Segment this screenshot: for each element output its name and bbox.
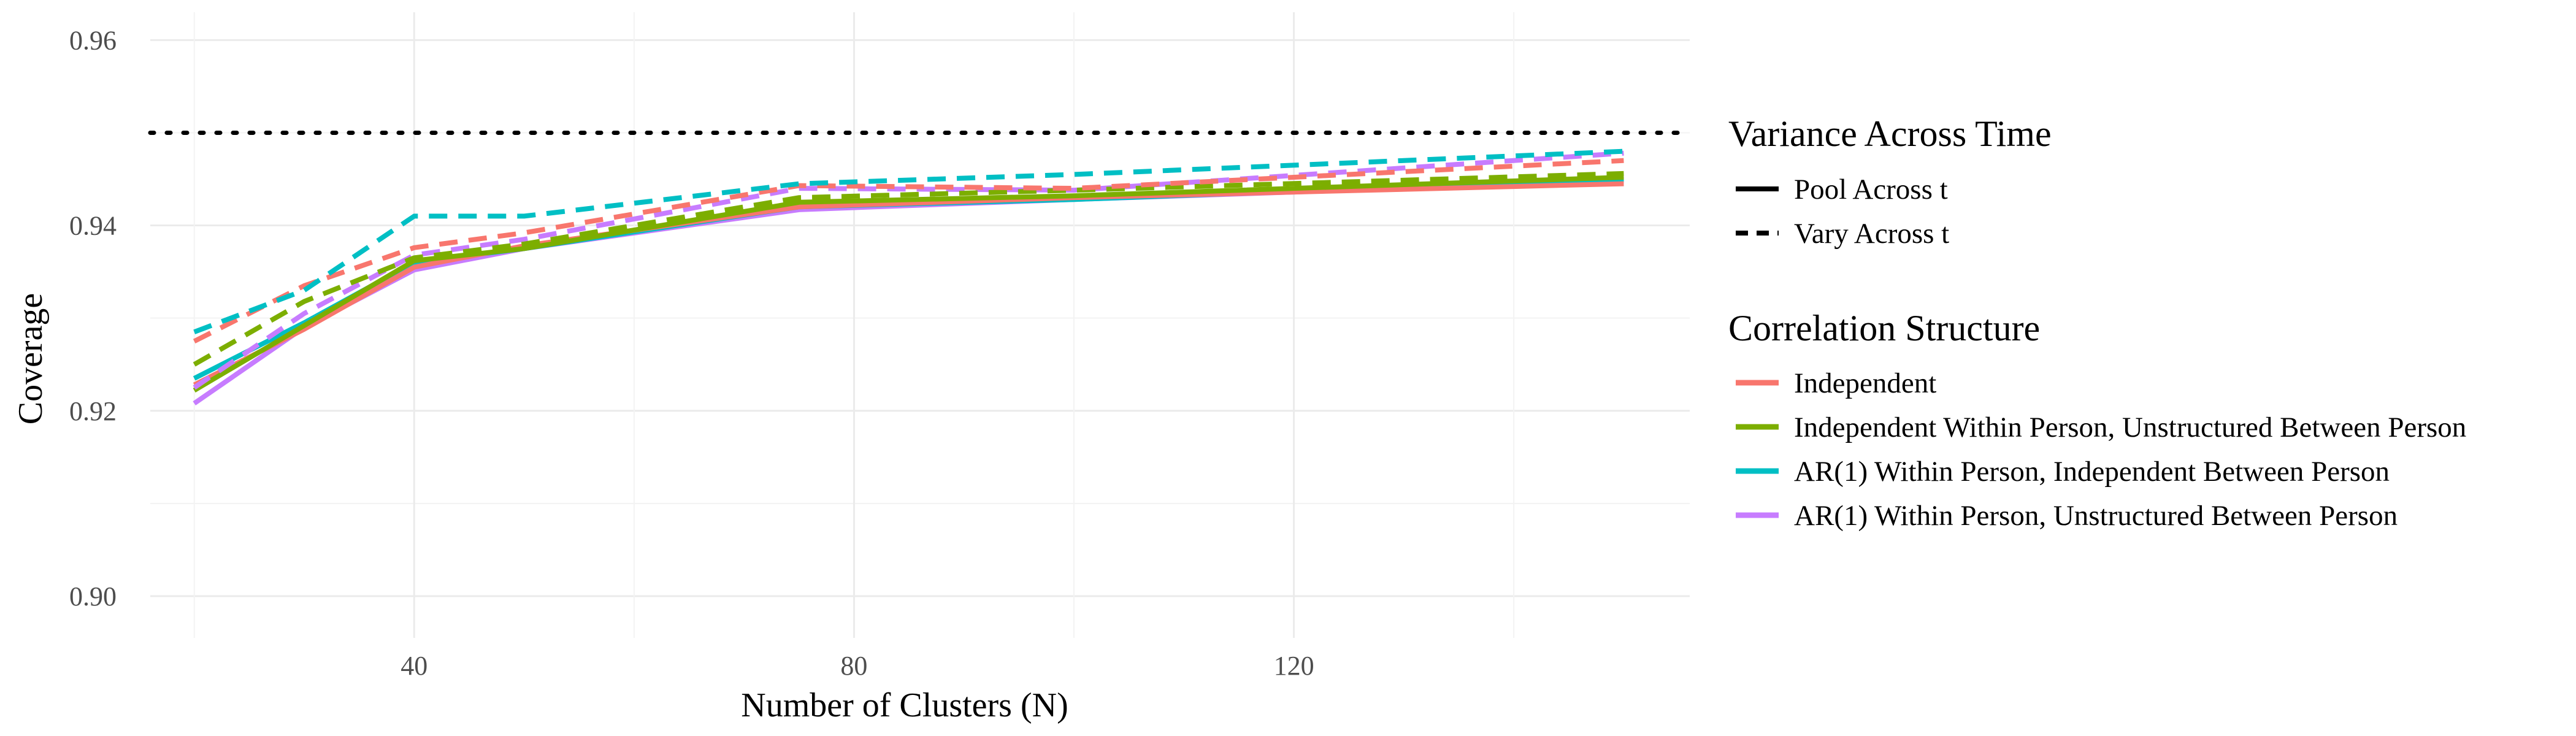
series-line	[193, 148, 1624, 335]
series-line	[193, 175, 1624, 393]
legend-linetype-title: Variance Across Time	[1728, 113, 2052, 154]
legend-color-label: Independent Within Person, Unstructured …	[1794, 412, 2466, 443]
series-group	[193, 148, 1624, 405]
x-axis-title: Number of Clusters (N)	[741, 686, 1068, 724]
y-tick-label: 0.94	[69, 211, 117, 241]
legend-color-title: Correlation Structure	[1728, 308, 2040, 348]
tick-labels: 0.90 0.92 0.94 0.96 40 80 120	[69, 25, 1314, 681]
y-axis-title: Coverage	[12, 293, 50, 425]
legend-linetype-items: Pool Across t Vary Across t	[1736, 174, 1949, 250]
legend-color-label: AR(1) Within Person, Unstructured Betwee…	[1794, 500, 2398, 532]
series-line	[193, 150, 1624, 390]
x-tick-label: 40	[401, 651, 427, 681]
legend: Variance Across Time Pool Across t Vary A…	[1728, 113, 2466, 532]
x-tick-label: 120	[1274, 651, 1314, 681]
legend-color-label: Independent	[1794, 367, 1936, 399]
plot-grid	[150, 12, 1690, 638]
legend-linetype-label: Pool Across t	[1794, 174, 1948, 205]
series-line	[193, 171, 1624, 367]
legend-color-label: AR(1) Within Person, Independent Between…	[1794, 456, 2390, 488]
legend-linetype-label: Vary Across t	[1794, 218, 1949, 250]
y-tick-label: 0.92	[69, 396, 117, 426]
series-line	[193, 158, 1624, 343]
legend-color-items: Independent Independent Within Person, Un…	[1736, 367, 2466, 532]
x-tick-label: 80	[840, 651, 867, 681]
y-tick-label: 0.96	[69, 25, 117, 55]
y-tick-label: 0.90	[69, 581, 117, 611]
